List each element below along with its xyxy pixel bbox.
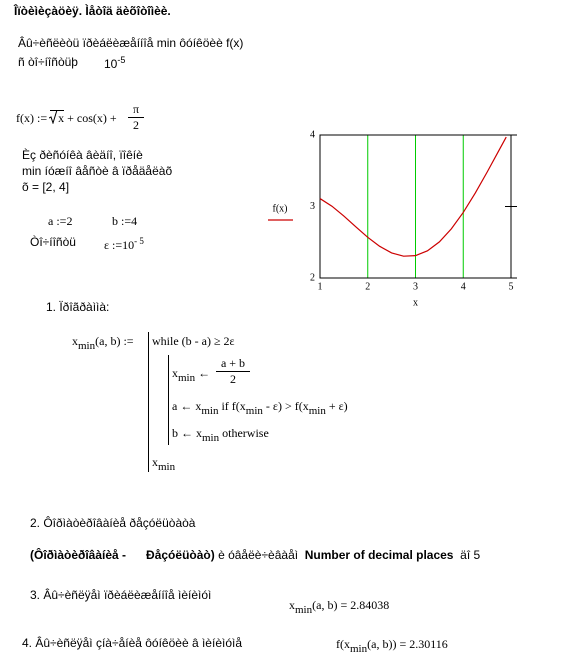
x-tick-label: 1 — [318, 281, 323, 292]
code: if f(x — [221, 399, 246, 413]
text: Number of decimal places — [304, 548, 454, 562]
y-tick-label: 2 — [310, 272, 315, 283]
result: xmin(a, b) = 2.84038 — [289, 598, 389, 616]
step-detail: (Ôîðìàòèðîâàíèå - Ðåçóëüòàò) è óâåëè÷èâà… — [30, 548, 480, 562]
sub: min — [295, 604, 313, 616]
x-tick-label: 5 — [509, 281, 514, 292]
sub: min — [245, 405, 263, 417]
args: (a, b) := — [95, 334, 134, 348]
x-tick-label: 3 — [413, 281, 418, 292]
param-a: a :=2 — [48, 214, 72, 229]
line-2: a ← xmin if f(xmin - ε) > f(xmin + ε) — [172, 399, 348, 417]
formula: f(x) := x + cos(x) + — [16, 110, 117, 126]
name: x — [289, 598, 295, 612]
param-eps: ε :=10- 5 — [104, 236, 144, 253]
program-name: xmin(a, b) := — [72, 334, 134, 352]
text: è óâåëè÷èâàåì — [218, 548, 299, 562]
x-tick-label: 4 — [461, 281, 466, 292]
value: 2.84038 — [350, 598, 390, 612]
label: ε := — [104, 238, 123, 252]
arrow: ← — [198, 366, 211, 380]
value: 4 — [131, 214, 138, 228]
sub: min — [178, 372, 196, 384]
radicand: x — [58, 111, 65, 125]
step: 3. Âû÷èñëÿåì ïðèáëèæåííîå ìèíèìóì — [30, 588, 212, 602]
base: 10 — [104, 57, 118, 71]
exponent: -5 — [117, 55, 126, 65]
formula-rest: + cos(x) + — [67, 111, 117, 125]
label: a := — [48, 214, 67, 228]
x-tick-label: 2 — [365, 281, 370, 292]
code: + ε) — [328, 399, 348, 413]
title: Îïòèìèçàöèÿ. Ìåòîä äèõîòîìèè. — [14, 4, 171, 18]
sub: min — [78, 340, 96, 352]
var: x — [172, 366, 178, 380]
step: 1. Ïðîãðàììà: — [46, 300, 110, 314]
code: a ← x — [172, 399, 202, 413]
exponent: - 5 — [134, 236, 144, 246]
sub: min — [201, 405, 219, 417]
legend-label: f(x) — [273, 203, 288, 214]
name: x — [72, 334, 78, 348]
loop-bar — [168, 355, 169, 445]
note-line: min íóæíî âåñòè â ïðåäåëàõ — [22, 164, 173, 178]
note-line: õ = [2, 4] — [22, 180, 70, 194]
name: f(x — [336, 637, 350, 651]
text: äî 5 — [460, 548, 481, 562]
denominator: 2 — [133, 118, 139, 132]
sub: min — [202, 432, 220, 444]
plot-frame — [319, 134, 512, 279]
numerator: π — [128, 102, 144, 118]
y-tick-label: 4 — [310, 129, 315, 140]
return: xmin — [152, 455, 175, 473]
precision: 10-5 — [104, 55, 125, 71]
task-text: Âû÷èñëèòü ïðèáëèæåííîå min ôóíêöèè f(x) — [18, 36, 244, 50]
formula-lhs: f(x) := — [16, 111, 48, 125]
text: (Ôîðìàòèðîâàíèå - — [30, 548, 127, 562]
sub: min — [308, 405, 326, 417]
task-text: ñ òî÷íîñòüþ — [18, 55, 78, 69]
note-line: Èç ðèñóíêà âèäíî, ïîêíè — [22, 148, 143, 162]
code: b ← x — [172, 426, 202, 440]
step: 4. Âû÷èñëÿåì çíà÷åíèå ôóíêöèè â ìèíèìóìå — [22, 636, 243, 650]
code: - ε) > f(x — [265, 399, 309, 413]
numerator: a + b — [216, 356, 250, 372]
value: 2 — [66, 214, 73, 228]
param-b: b :=4 — [112, 214, 137, 229]
radical — [49, 110, 58, 124]
label: b := — [112, 214, 132, 228]
code: otherwise — [222, 426, 269, 440]
sqrt: x — [49, 110, 65, 126]
line-1: xmin ← — [172, 366, 210, 384]
value: 2.30116 — [409, 637, 448, 651]
while: while (b - a) ≥ 2ε — [152, 334, 235, 348]
denominator: 2 — [230, 372, 236, 386]
line — [319, 136, 507, 257]
text: (a, b) = — [312, 598, 348, 612]
sub: min — [350, 643, 368, 655]
base: 10 — [122, 238, 135, 252]
text: (a, b)) = — [367, 637, 407, 651]
y-tick-label: 3 — [310, 201, 315, 212]
result: f(xmin(a, b)) = 2.30116 — [336, 637, 448, 655]
line-3: b ← xmin otherwise — [172, 426, 269, 444]
x-axis-label: x — [413, 297, 418, 308]
program-bar — [148, 332, 149, 472]
step: 2. Ôîðìàòèðîâàíèå ðåçóëüòàòà — [30, 516, 196, 530]
sub: min — [158, 461, 176, 473]
var: x — [152, 455, 158, 469]
text: Ðåçóëüòàò) — [146, 548, 215, 562]
eps-label: Òî÷íîñòü — [30, 235, 76, 249]
